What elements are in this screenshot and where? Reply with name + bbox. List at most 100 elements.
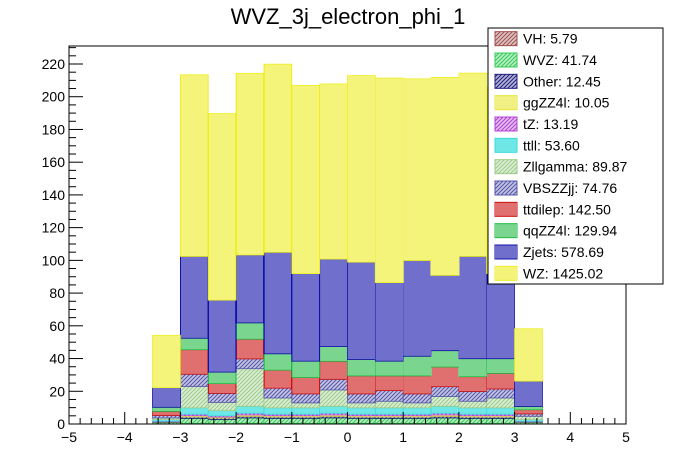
bar-segment [235, 322, 265, 340]
bar-segment [430, 366, 460, 388]
bar-segment [374, 77, 404, 284]
bar-segment [402, 418, 432, 424]
legend-swatch [494, 116, 518, 132]
y-tick-label: 120 [42, 220, 66, 236]
bars-layer [152, 63, 543, 425]
series-group [152, 322, 543, 412]
bar-segment [374, 282, 404, 362]
bar-segment [402, 407, 432, 415]
bar-segment [430, 350, 460, 368]
bar-segment [291, 273, 321, 362]
bar-segment [430, 417, 460, 424]
bar-segment [458, 418, 488, 424]
bar-segment [291, 393, 321, 404]
legend-label: tZ: 13.19 [523, 116, 578, 132]
legend-swatch [494, 31, 518, 47]
bar-segment [291, 85, 321, 275]
bar-segment [179, 373, 209, 387]
legend-label: Zjets: 578.69 [523, 244, 604, 260]
legend-swatch [494, 73, 518, 89]
legend-swatch [494, 223, 518, 239]
bar-segment [207, 383, 237, 394]
legend-label: qqZZ4l: 129.94 [523, 223, 617, 239]
legend-label: ggZZ4l: 10.05 [523, 95, 610, 111]
bar-segment [152, 406, 181, 412]
bar-segment [514, 415, 543, 420]
y-tick-label: 60 [49, 318, 65, 334]
bar-segment [402, 393, 432, 404]
legend-label: VH: 5.79 [523, 31, 578, 47]
bar-segment [319, 258, 348, 347]
legend-label: ttdilep: 142.50 [523, 201, 611, 217]
y-tick-label: 40 [49, 351, 65, 367]
bar-segment [430, 396, 460, 407]
bar-segment [347, 359, 376, 377]
y-tick-label: 200 [42, 89, 66, 105]
x-tick-label: 4 [566, 429, 574, 445]
y-tick-label: 100 [42, 252, 66, 268]
bar-segment [347, 261, 376, 360]
bar-segment [179, 418, 209, 424]
bar-segment [179, 256, 209, 339]
bar-segment [374, 400, 404, 409]
x-tick-label: 2 [455, 429, 463, 445]
legend-swatch [494, 52, 518, 68]
bar-segment [486, 407, 516, 415]
bar-segment [347, 75, 376, 263]
legend-swatch [494, 201, 518, 217]
bar-segment [235, 338, 265, 360]
bar-segment [179, 407, 209, 415]
bar-segment [179, 349, 209, 375]
bar-segment [374, 375, 404, 392]
bar-segment [263, 387, 293, 399]
y-tick-label: 0 [57, 416, 65, 432]
x-tick-label: 3 [511, 429, 519, 445]
bar-segment [486, 388, 516, 399]
bar-segment [179, 386, 209, 409]
bar-segment [207, 371, 237, 384]
y-tick-label: 140 [42, 187, 66, 203]
bar-segment [263, 251, 293, 355]
bar-segment [207, 410, 237, 417]
bar-segment [207, 299, 237, 373]
bar-segment [347, 407, 376, 415]
bar-segment [263, 369, 293, 389]
bar-segment [152, 387, 181, 408]
bar-segment [430, 275, 460, 352]
bar-segment [152, 334, 181, 389]
bar-segment [263, 407, 293, 415]
bar-segment [319, 378, 348, 391]
bar-segment [458, 72, 488, 257]
bar-segment [235, 358, 265, 370]
bar-segment [514, 406, 543, 411]
bar-segment [291, 407, 321, 415]
bar-segment [486, 418, 516, 424]
legend-swatch [494, 137, 518, 153]
legend-label: ttll: 53.60 [523, 137, 580, 153]
x-tick-label: −1 [284, 429, 300, 445]
x-tick-label: −5 [61, 429, 77, 445]
bar-segment [458, 400, 488, 409]
x-tick-label: −2 [228, 429, 244, 445]
bar-segment [347, 418, 376, 424]
bar-segment [263, 353, 293, 371]
bar-segment [263, 397, 293, 409]
bar-segment [319, 83, 348, 260]
bar-segment [291, 402, 321, 409]
bar-segment [430, 405, 460, 414]
x-tick-label: 1 [399, 429, 407, 445]
x-tick-label: 0 [344, 429, 352, 445]
bar-segment [235, 405, 265, 414]
bar-segment [152, 410, 181, 416]
legend-swatch [494, 159, 518, 175]
bar-segment [374, 360, 404, 377]
y-tick-label: 180 [42, 121, 66, 137]
bar-segment [235, 254, 265, 324]
chart-title: WVZ_3j_electron_phi_1 [231, 4, 466, 29]
legend-swatch [494, 244, 518, 260]
bar-segment [207, 419, 237, 424]
legend-label: VBSZZjj: 74.76 [523, 180, 617, 196]
bar-segment [458, 256, 488, 360]
bar-segment [235, 72, 265, 256]
